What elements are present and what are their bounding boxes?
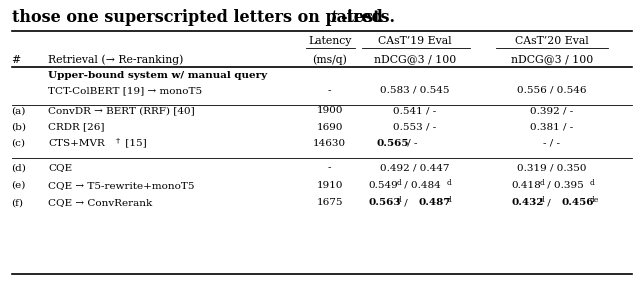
Text: those one superscripted letters on paired: those one superscripted letters on paire… bbox=[12, 9, 388, 26]
Text: -: - bbox=[328, 86, 332, 95]
Text: 0.565: 0.565 bbox=[376, 139, 409, 148]
Text: 1690: 1690 bbox=[316, 123, 343, 132]
Text: 0.418: 0.418 bbox=[511, 181, 541, 190]
Text: de: de bbox=[590, 196, 600, 204]
Text: 0.492 / 0.447: 0.492 / 0.447 bbox=[380, 163, 449, 172]
Text: #: # bbox=[12, 55, 20, 65]
Text: CAsT’19 Eval: CAsT’19 Eval bbox=[378, 36, 452, 46]
Text: /: / bbox=[544, 198, 554, 207]
Text: (b): (b) bbox=[12, 123, 26, 132]
Text: d: d bbox=[447, 179, 452, 187]
Text: (ms/q): (ms/q) bbox=[312, 54, 347, 65]
Text: Upper-bound system w/ manual query: Upper-bound system w/ manual query bbox=[48, 71, 267, 80]
Text: / -: / - bbox=[404, 139, 417, 148]
Text: 0.563: 0.563 bbox=[368, 198, 401, 207]
Text: 0.541 / -: 0.541 / - bbox=[393, 106, 436, 115]
Text: $t$: $t$ bbox=[330, 9, 339, 26]
Text: d: d bbox=[540, 196, 545, 204]
Text: 0.319 / 0.350: 0.319 / 0.350 bbox=[517, 163, 586, 172]
Text: /: / bbox=[401, 198, 411, 207]
Text: CQE: CQE bbox=[48, 163, 72, 172]
Text: TCT-ColBERT [19] → monoT5: TCT-ColBERT [19] → monoT5 bbox=[48, 86, 202, 95]
Text: d: d bbox=[447, 196, 452, 204]
Text: - / -: - / - bbox=[543, 139, 560, 148]
Text: 0.583 / 0.545: 0.583 / 0.545 bbox=[380, 86, 449, 95]
Text: nDCG@3 / 100: nDCG@3 / 100 bbox=[511, 55, 593, 65]
Text: 0.556 / 0.546: 0.556 / 0.546 bbox=[517, 86, 586, 95]
Text: / 0.395: / 0.395 bbox=[544, 181, 584, 190]
Text: 1900: 1900 bbox=[316, 106, 343, 115]
Text: d: d bbox=[397, 179, 401, 187]
Text: d: d bbox=[540, 179, 545, 187]
Text: CQE → T5-rewrite+monoT5: CQE → T5-rewrite+monoT5 bbox=[48, 181, 195, 190]
Text: [15]: [15] bbox=[122, 139, 147, 148]
Text: (f): (f) bbox=[12, 198, 24, 207]
Text: Latency: Latency bbox=[308, 36, 351, 46]
Text: 1910: 1910 bbox=[316, 181, 343, 190]
Text: d: d bbox=[397, 196, 401, 204]
Text: CTS+MVR: CTS+MVR bbox=[48, 139, 105, 148]
Text: 0.553 / -: 0.553 / - bbox=[393, 123, 436, 132]
Text: †: † bbox=[116, 137, 120, 145]
Text: 0.392 / -: 0.392 / - bbox=[530, 106, 573, 115]
Text: (d): (d) bbox=[12, 163, 26, 172]
Text: nDCG@3 / 100: nDCG@3 / 100 bbox=[374, 55, 456, 65]
Text: Retrieval (→ Re-ranking): Retrieval (→ Re-ranking) bbox=[48, 54, 184, 65]
Text: (a): (a) bbox=[12, 106, 26, 115]
Text: 0.456: 0.456 bbox=[561, 198, 594, 207]
Text: (e): (e) bbox=[12, 181, 26, 190]
Text: / 0.484: / 0.484 bbox=[401, 181, 440, 190]
Text: (c): (c) bbox=[12, 139, 26, 148]
Text: d: d bbox=[590, 179, 595, 187]
Text: 0.381 / -: 0.381 / - bbox=[530, 123, 573, 132]
Text: CRDR [26]: CRDR [26] bbox=[48, 123, 104, 132]
Text: 1675: 1675 bbox=[316, 198, 343, 207]
Text: CAsT’20 Eval: CAsT’20 Eval bbox=[515, 36, 589, 46]
Text: -tests.: -tests. bbox=[340, 9, 396, 26]
Text: 0.432: 0.432 bbox=[511, 198, 544, 207]
Text: 0.487: 0.487 bbox=[418, 198, 451, 207]
Text: CQE → ConvRerank: CQE → ConvRerank bbox=[48, 198, 152, 207]
Text: 0.549: 0.549 bbox=[368, 181, 397, 190]
Text: 14630: 14630 bbox=[313, 139, 346, 148]
Text: ConvDR → BERT (RRF) [40]: ConvDR → BERT (RRF) [40] bbox=[48, 106, 195, 115]
Text: -: - bbox=[328, 163, 332, 172]
